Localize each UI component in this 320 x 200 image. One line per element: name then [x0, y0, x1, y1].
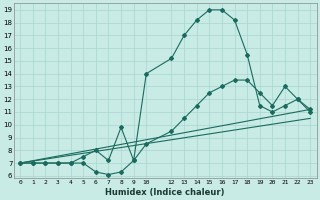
X-axis label: Humidex (Indice chaleur): Humidex (Indice chaleur) [106, 188, 225, 197]
